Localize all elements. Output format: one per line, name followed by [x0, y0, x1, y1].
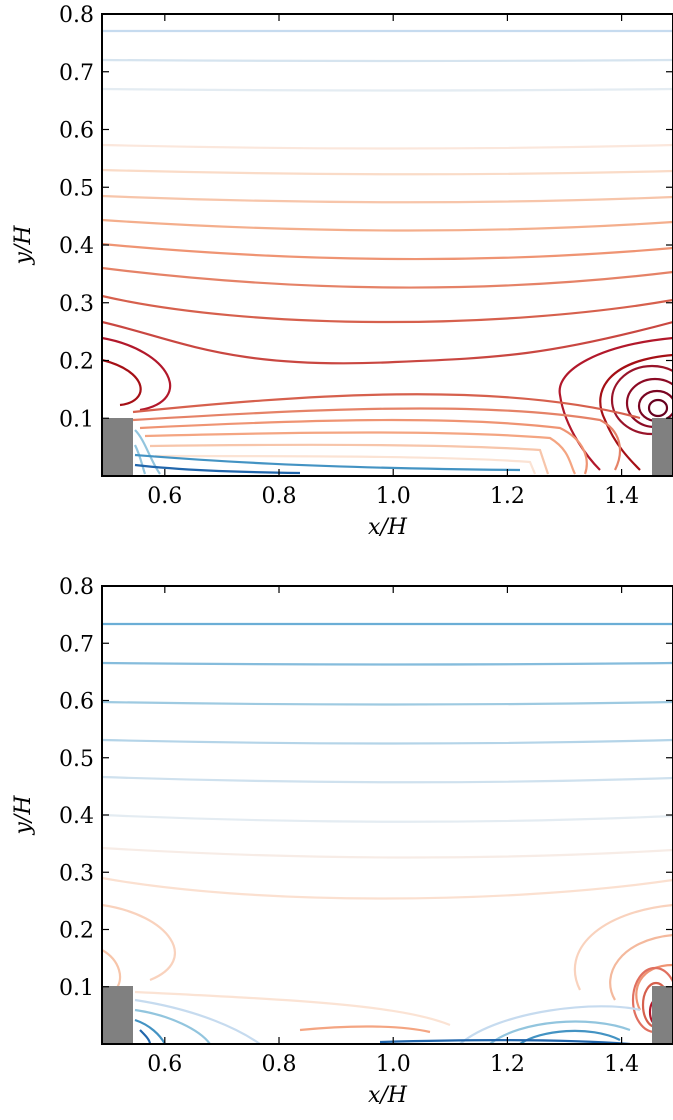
contour-line — [102, 813, 673, 823]
x-tick-label: 0.8 — [262, 484, 297, 509]
obstacle — [652, 418, 673, 476]
y-tick-label: 0.7 — [59, 632, 94, 657]
y-tick-label: 0.2 — [59, 350, 94, 375]
contour-line — [132, 407, 622, 471]
obstacle — [102, 418, 133, 476]
obstacle — [652, 986, 673, 1044]
axes-frame — [101, 585, 673, 1045]
y-tick-label: 0.3 — [59, 861, 94, 886]
x-axis-label: x/H — [368, 515, 408, 540]
y-tick-label: 0.1 — [59, 976, 94, 1001]
x-tick-label: 0.8 — [262, 1052, 297, 1077]
contour-line — [102, 353, 673, 471]
x-tick-label: 1.2 — [490, 1052, 525, 1077]
contour-line — [144, 431, 576, 475]
contour-line — [102, 320, 673, 365]
contour-line — [149, 443, 550, 475]
x-tick-label: 0.6 — [147, 1052, 182, 1077]
y-tick-label: 0.6 — [59, 119, 94, 144]
y-tick-label: 0.4 — [59, 804, 94, 829]
y-tick-label: 0.5 — [59, 747, 94, 772]
x-tick-label: 1.4 — [604, 1052, 639, 1077]
contours — [102, 29, 673, 476]
y-axis-label: y/H — [11, 795, 36, 836]
panel: 0.6 0.8 1.0 1.2 1.4 0.1 0.2 0.3 0.4 0.5 0.6 0.7 0.8 x… — [11, 3, 673, 540]
contour-line — [134, 998, 641, 1044]
y-axis-label: y/H — [11, 225, 36, 266]
y-tick-label: 0.3 — [59, 292, 94, 317]
contour-line — [102, 242, 673, 261]
contour-line — [139, 1029, 631, 1044]
x-tick-label: 1.4 — [604, 484, 639, 509]
y-tick-label: 0.6 — [59, 690, 94, 715]
contour-line — [102, 876, 673, 900]
contour-line — [102, 738, 673, 745]
contour-line — [102, 700, 673, 706]
contour-line — [102, 168, 673, 176]
contour-line — [647, 398, 669, 418]
x-tick-label: 0.6 — [147, 484, 182, 509]
x-tick-label: 1.0 — [376, 1052, 411, 1077]
contour-line — [102, 143, 673, 150]
contour-line — [102, 846, 673, 859]
contour-line — [102, 194, 673, 204]
contour-line — [132, 393, 641, 420]
contour-line — [102, 87, 673, 92]
contour-line — [102, 949, 122, 991]
contour-line — [154, 454, 537, 475]
contour-line — [102, 336, 673, 471]
x-tick-label: 1.0 — [376, 484, 411, 509]
obstacle — [102, 986, 133, 1044]
y-tick-label: 0.8 — [59, 3, 94, 28]
contour-line — [102, 218, 673, 232]
contour-line — [134, 990, 451, 1027]
contour-line — [102, 58, 673, 63]
contour-line — [102, 903, 673, 991]
y-tick-label: 0.5 — [59, 176, 94, 201]
contour-line — [635, 963, 673, 1011]
contour-line — [299, 1025, 431, 1034]
contour-line — [102, 775, 673, 784]
y-tick-label: 0.1 — [59, 407, 94, 432]
y-tick-label: 0.2 — [59, 919, 94, 944]
x-tick-label: 1.2 — [490, 484, 525, 509]
contour-line — [609, 933, 673, 1001]
contour-line — [134, 429, 161, 475]
contour-line — [134, 453, 521, 472]
contour-line — [102, 661, 673, 666]
contour-line — [134, 1008, 631, 1044]
x-axis-label: x/H — [368, 1083, 408, 1108]
contour-line — [139, 418, 588, 475]
contour-line — [102, 294, 673, 324]
contours — [102, 622, 673, 1044]
contour-line — [102, 266, 673, 289]
y-tick-label: 0.4 — [59, 234, 94, 259]
contour-line — [134, 463, 301, 475]
y-tick-label: 0.8 — [59, 575, 94, 600]
y-tick-label: 0.7 — [59, 61, 94, 86]
panel: 0.6 0.8 1.0 1.2 1.4 0.1 0.2 0.3 0.4 0.5 0.6 0.7 0.8 x… — [11, 575, 673, 1108]
